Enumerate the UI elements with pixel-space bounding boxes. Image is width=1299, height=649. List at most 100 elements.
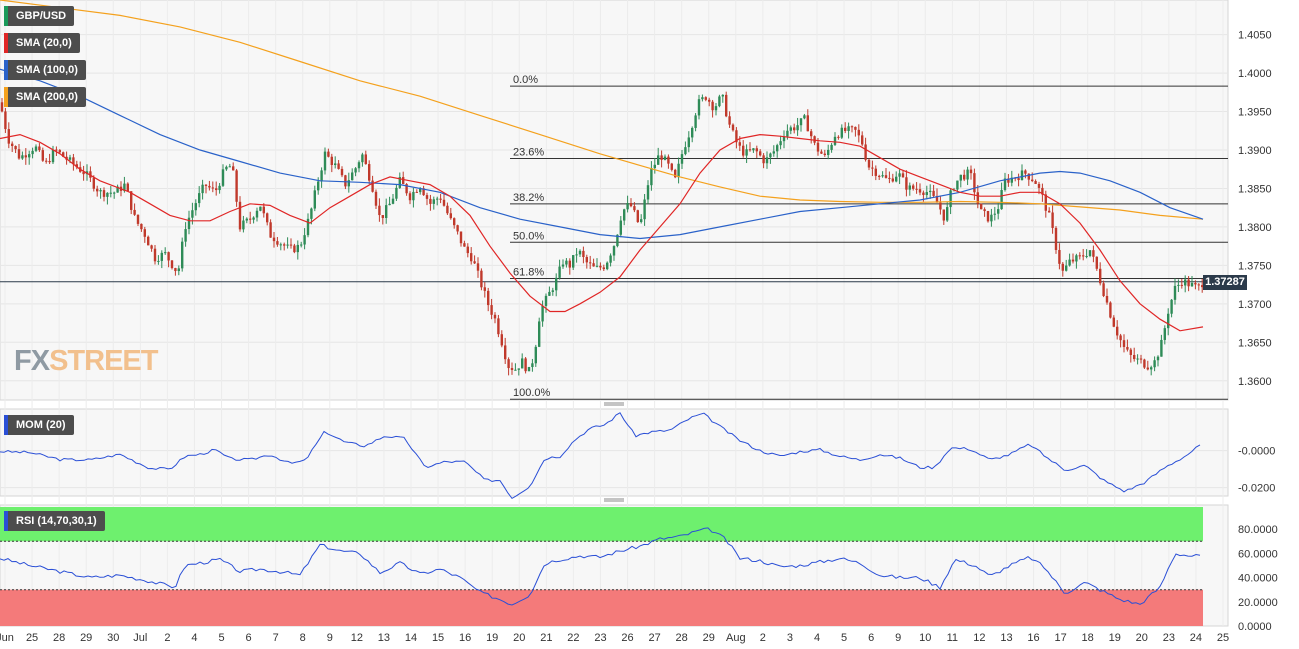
candle-body [1095, 256, 1098, 269]
candle-body [140, 223, 143, 230]
sma200-swatch [4, 87, 8, 107]
time-tick-label: Jul [133, 632, 147, 644]
candle-body [544, 295, 548, 306]
candle-body [96, 188, 99, 192]
time-tick-label: 13 [378, 632, 390, 644]
candle-body [347, 180, 350, 187]
candle-body [1173, 285, 1177, 300]
candle-body [561, 264, 565, 267]
candle-body [24, 155, 27, 158]
legend-rsi[interactable]: RSI (14,70,30,1) [4, 511, 105, 531]
time-tick-label: 11 [947, 632, 958, 644]
candle-body [534, 346, 537, 364]
time-tick-label: 23 [1163, 632, 1175, 644]
candle-body [255, 210, 259, 218]
candle-body [694, 115, 697, 128]
candle-body [232, 166, 235, 171]
candle-body [585, 257, 588, 263]
candle-body [1041, 187, 1044, 195]
candle-body [327, 151, 330, 157]
candle-body [167, 252, 170, 261]
candle-body [619, 220, 622, 235]
candle-body [252, 217, 255, 220]
mom-tick-label: -0.0200 [1238, 483, 1275, 495]
candle-body [354, 168, 357, 173]
candle-body [92, 177, 95, 189]
candle-body [235, 170, 238, 202]
candle-body [616, 234, 619, 247]
candle-body [738, 142, 741, 146]
candle-body [1180, 284, 1183, 286]
candle-body [895, 176, 898, 182]
candle-body [606, 262, 609, 270]
rsi-zones [0, 507, 1203, 626]
candle-body [1122, 340, 1126, 347]
legend-sma200[interactable]: SMA (200,0) [4, 87, 86, 107]
candle-body [806, 115, 809, 132]
candle-body [198, 193, 201, 204]
candle-body [735, 130, 738, 143]
time-tick-label: 6 [246, 632, 252, 644]
price-tick-label: 1.3750 [1238, 260, 1272, 272]
candle-body [143, 229, 146, 237]
time-tick-label: 20 [1136, 632, 1148, 644]
candle-body [58, 150, 61, 153]
price-tick-label: 1.3850 [1238, 183, 1272, 195]
candle-body [1190, 283, 1194, 287]
candle-body [759, 151, 762, 156]
x-axis-labels: Jun25282930Jul24567891213141516192021222… [0, 632, 1229, 644]
candle-body [1139, 358, 1143, 360]
candle-body [1068, 259, 1071, 266]
candle-body [1146, 367, 1149, 370]
sma100-swatch [4, 60, 8, 80]
candle-body [483, 287, 486, 291]
candle-body [990, 214, 993, 222]
time-tick-label: 16 [1027, 632, 1039, 644]
candle-body [827, 149, 830, 155]
candle-body [1027, 173, 1030, 180]
candle-body [1031, 179, 1034, 181]
candle-body [748, 149, 752, 151]
candle-body [1075, 255, 1078, 262]
candle-body [599, 265, 602, 268]
mom-tick-label: -0.0000 [1238, 446, 1275, 458]
fib-label: 38.2% [513, 192, 544, 204]
candle-body [459, 231, 463, 244]
candle-body [1088, 250, 1092, 256]
candle-body [629, 203, 633, 207]
legend-sma20[interactable]: SMA (20,0) [4, 33, 80, 53]
candle-body [351, 172, 354, 181]
candle-body [374, 191, 378, 206]
sma200-line [0, 0, 1204, 220]
panel-resize-handle[interactable] [604, 498, 624, 502]
legend-sma100[interactable]: SMA (100,0) [4, 60, 86, 80]
legend-symbol[interactable]: GBP/USD [4, 6, 75, 26]
sma20-swatch [4, 33, 8, 53]
candle-body [378, 205, 381, 216]
candle-body [983, 209, 986, 212]
candle-body [555, 277, 558, 291]
panel-resize-handle[interactable] [604, 402, 624, 406]
candle-body [527, 367, 531, 372]
candle-body [551, 290, 554, 292]
legend-mom[interactable]: MOM (20) [4, 415, 74, 435]
candle-body [1126, 346, 1129, 350]
time-tick-label: 7 [273, 632, 279, 644]
candle-body [242, 220, 245, 230]
candle-body [364, 154, 367, 165]
watermark-part1: FX [14, 345, 50, 377]
candle-body [908, 185, 911, 190]
candle-body [946, 207, 949, 221]
candle-body [303, 235, 306, 245]
candle-body [1187, 279, 1190, 287]
candle-body [997, 209, 1000, 214]
candle-body [72, 157, 75, 165]
candle-body [1099, 268, 1102, 284]
legend-sma200-label: SMA (200,0) [16, 91, 78, 103]
candle-body [684, 147, 687, 155]
candle-body [1078, 255, 1081, 257]
candle-body [310, 208, 313, 219]
candle-body [731, 124, 735, 131]
candle-body [912, 185, 915, 189]
candle-body [317, 181, 320, 191]
